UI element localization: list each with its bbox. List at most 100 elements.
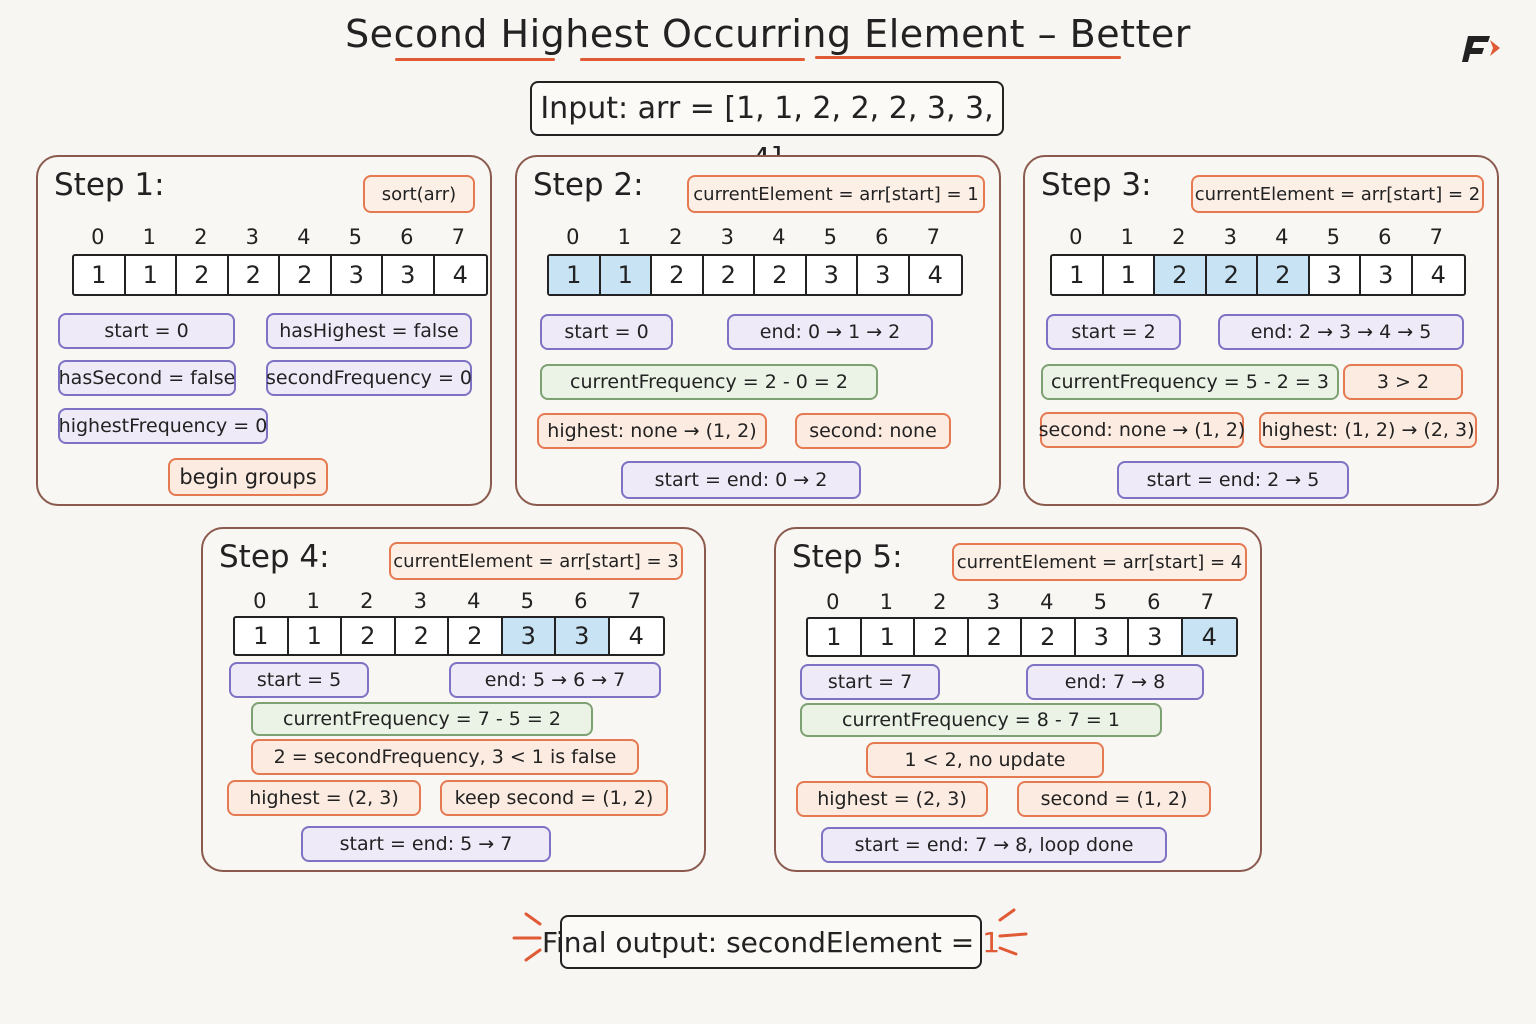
index-row: 0 1 2 3 4 5 6 7 — [547, 225, 959, 249]
final-output-label: Final output: secondElement = — [541, 925, 975, 959]
index-label: 5 — [1093, 590, 1107, 614]
array-cell: 2 — [915, 619, 969, 655]
index-label: 0 — [826, 590, 840, 614]
array-cell: 3 — [1076, 619, 1129, 655]
final-output-value: 1 — [982, 925, 1001, 959]
array-cell: 3 — [1129, 619, 1183, 655]
second-update: second: none → (1, 2) — [1039, 412, 1245, 448]
index-label: 5 — [520, 589, 534, 613]
var-start: start = 0 — [58, 313, 235, 349]
array-cell: 1 — [808, 619, 862, 655]
index-label: 3 — [1223, 225, 1237, 249]
var-end: end: 2 → 3 → 4 → 5 — [1218, 314, 1464, 350]
array-cell: 2 — [969, 619, 1022, 655]
index-label: 3 — [413, 589, 427, 613]
array-cell: 2 — [652, 256, 704, 294]
index-label: 2 — [194, 225, 208, 249]
index-row: 0 1 2 3 4 5 6 7 — [233, 589, 661, 613]
step-title: Step 4: — [219, 539, 330, 575]
array-cell: 2 — [755, 256, 807, 294]
array-cell: 2 — [229, 256, 280, 294]
step-5-card: Step 5: currentElement = arr[start] = 4 … — [774, 527, 1262, 872]
index-label: 3 — [720, 225, 734, 249]
title-underline — [580, 58, 805, 61]
current-frequency: currentFrequency = 2 - 0 = 2 — [540, 364, 878, 400]
var-start: start = 7 — [800, 664, 940, 700]
index-label: 6 — [574, 589, 588, 613]
var-end: end: 7 → 8 — [1026, 664, 1204, 700]
index-label: 7 — [627, 589, 641, 613]
var-has-highest: hasHighest = false — [266, 313, 472, 349]
array-cell: 2 — [704, 256, 755, 294]
var-start: start = 0 — [540, 314, 673, 350]
index-label: 0 — [91, 225, 105, 249]
index-label: 1 — [142, 225, 156, 249]
array-cell: 1 — [600, 256, 652, 294]
highest-keep: highest = (2, 3) — [227, 780, 421, 816]
start-assign: start = end: 7 → 8, loop done — [821, 827, 1167, 863]
second-update: second: none — [795, 413, 951, 449]
array-cell: 2 — [1155, 256, 1207, 294]
step-title: Step 3: — [1041, 167, 1152, 203]
index-label: 6 — [1378, 225, 1392, 249]
var-has-second: hasSecond = false — [58, 360, 236, 396]
array-cell: 3 — [1310, 256, 1361, 294]
var-end: end: 5 → 6 → 7 — [449, 662, 661, 698]
array-cell: 1 — [289, 618, 342, 654]
array-cell: 3 — [858, 256, 910, 294]
step-title: Step 1: — [54, 167, 165, 203]
begin-groups-note: begin groups — [168, 458, 328, 496]
step-4-card: Step 4: currentElement = arr[start] = 3 … — [201, 527, 706, 872]
index-label: 4 — [1275, 225, 1289, 249]
array-cell: 2 — [396, 618, 449, 654]
comparison: 1 < 2, no update — [866, 742, 1104, 778]
array-cell: 3 — [383, 256, 435, 294]
array-cell: 3 — [502, 618, 556, 654]
array-cell: 4 — [927, 261, 943, 289]
start-assign: start = end: 5 → 7 — [301, 826, 551, 862]
second-keep: keep second = (1, 2) — [440, 780, 668, 816]
index-row: 0 1 2 3 4 5 6 7 — [1050, 225, 1462, 249]
index-label: 3 — [986, 590, 1000, 614]
array-cell: 4 — [452, 261, 468, 289]
array-cell: 4 — [1430, 261, 1446, 289]
array-cell: 1 — [1052, 256, 1104, 294]
index-label: 6 — [875, 225, 889, 249]
highest-update: highest: none → (1, 2) — [537, 413, 767, 449]
input-array-box: Input: arr = [1, 1, 2, 2, 2, 3, 3, 4] — [530, 81, 1004, 177]
array-cell: 1 — [862, 619, 915, 655]
sparkle-left-icon — [512, 912, 542, 962]
step-2-card: Step 2: currentElement = arr[start] = 1 … — [515, 155, 1001, 506]
sparkle-right-icon — [998, 908, 1028, 956]
start-assign: start = end: 2 → 5 — [1117, 461, 1349, 499]
array-cell: 2 — [1022, 619, 1076, 655]
brand-logo — [1462, 36, 1500, 62]
array-cell: 2 — [1258, 256, 1310, 294]
index-label: 1 — [306, 589, 320, 613]
array-cell: 3 — [556, 618, 610, 654]
step-title: Step 2: — [533, 167, 644, 203]
array-cell: 1 — [1104, 256, 1155, 294]
array-cell: 3 — [332, 256, 383, 294]
var-highest-frequency: highestFrequency = 0 — [58, 408, 268, 444]
index-label: 0 — [253, 589, 267, 613]
var-end: end: 0 → 1 → 2 — [727, 314, 933, 350]
step-tag: currentElement = arr[start] = 4 — [952, 543, 1247, 581]
final-output-box: Final output: secondElement = 1 — [542, 915, 1000, 969]
array-cell: 4 — [1182, 619, 1236, 655]
index-label: 6 — [400, 225, 414, 249]
array-cell: 3 — [807, 256, 858, 294]
index-label: 7 — [1429, 225, 1443, 249]
highest-final: highest = (2, 3) — [796, 781, 988, 817]
second-final: second = (1, 2) — [1017, 781, 1211, 817]
index-label: 1 — [1120, 225, 1134, 249]
array-cell: 1 — [235, 618, 289, 654]
comparison: 2 = secondFrequency, 3 < 1 is false — [251, 739, 639, 775]
step-tag: currentElement = arr[start] = 2 — [1191, 175, 1484, 213]
index-label: 4 — [1040, 590, 1054, 614]
index-label: 4 — [772, 225, 786, 249]
page-title: Second Highest Occurring Element – Bette… — [345, 12, 1191, 56]
